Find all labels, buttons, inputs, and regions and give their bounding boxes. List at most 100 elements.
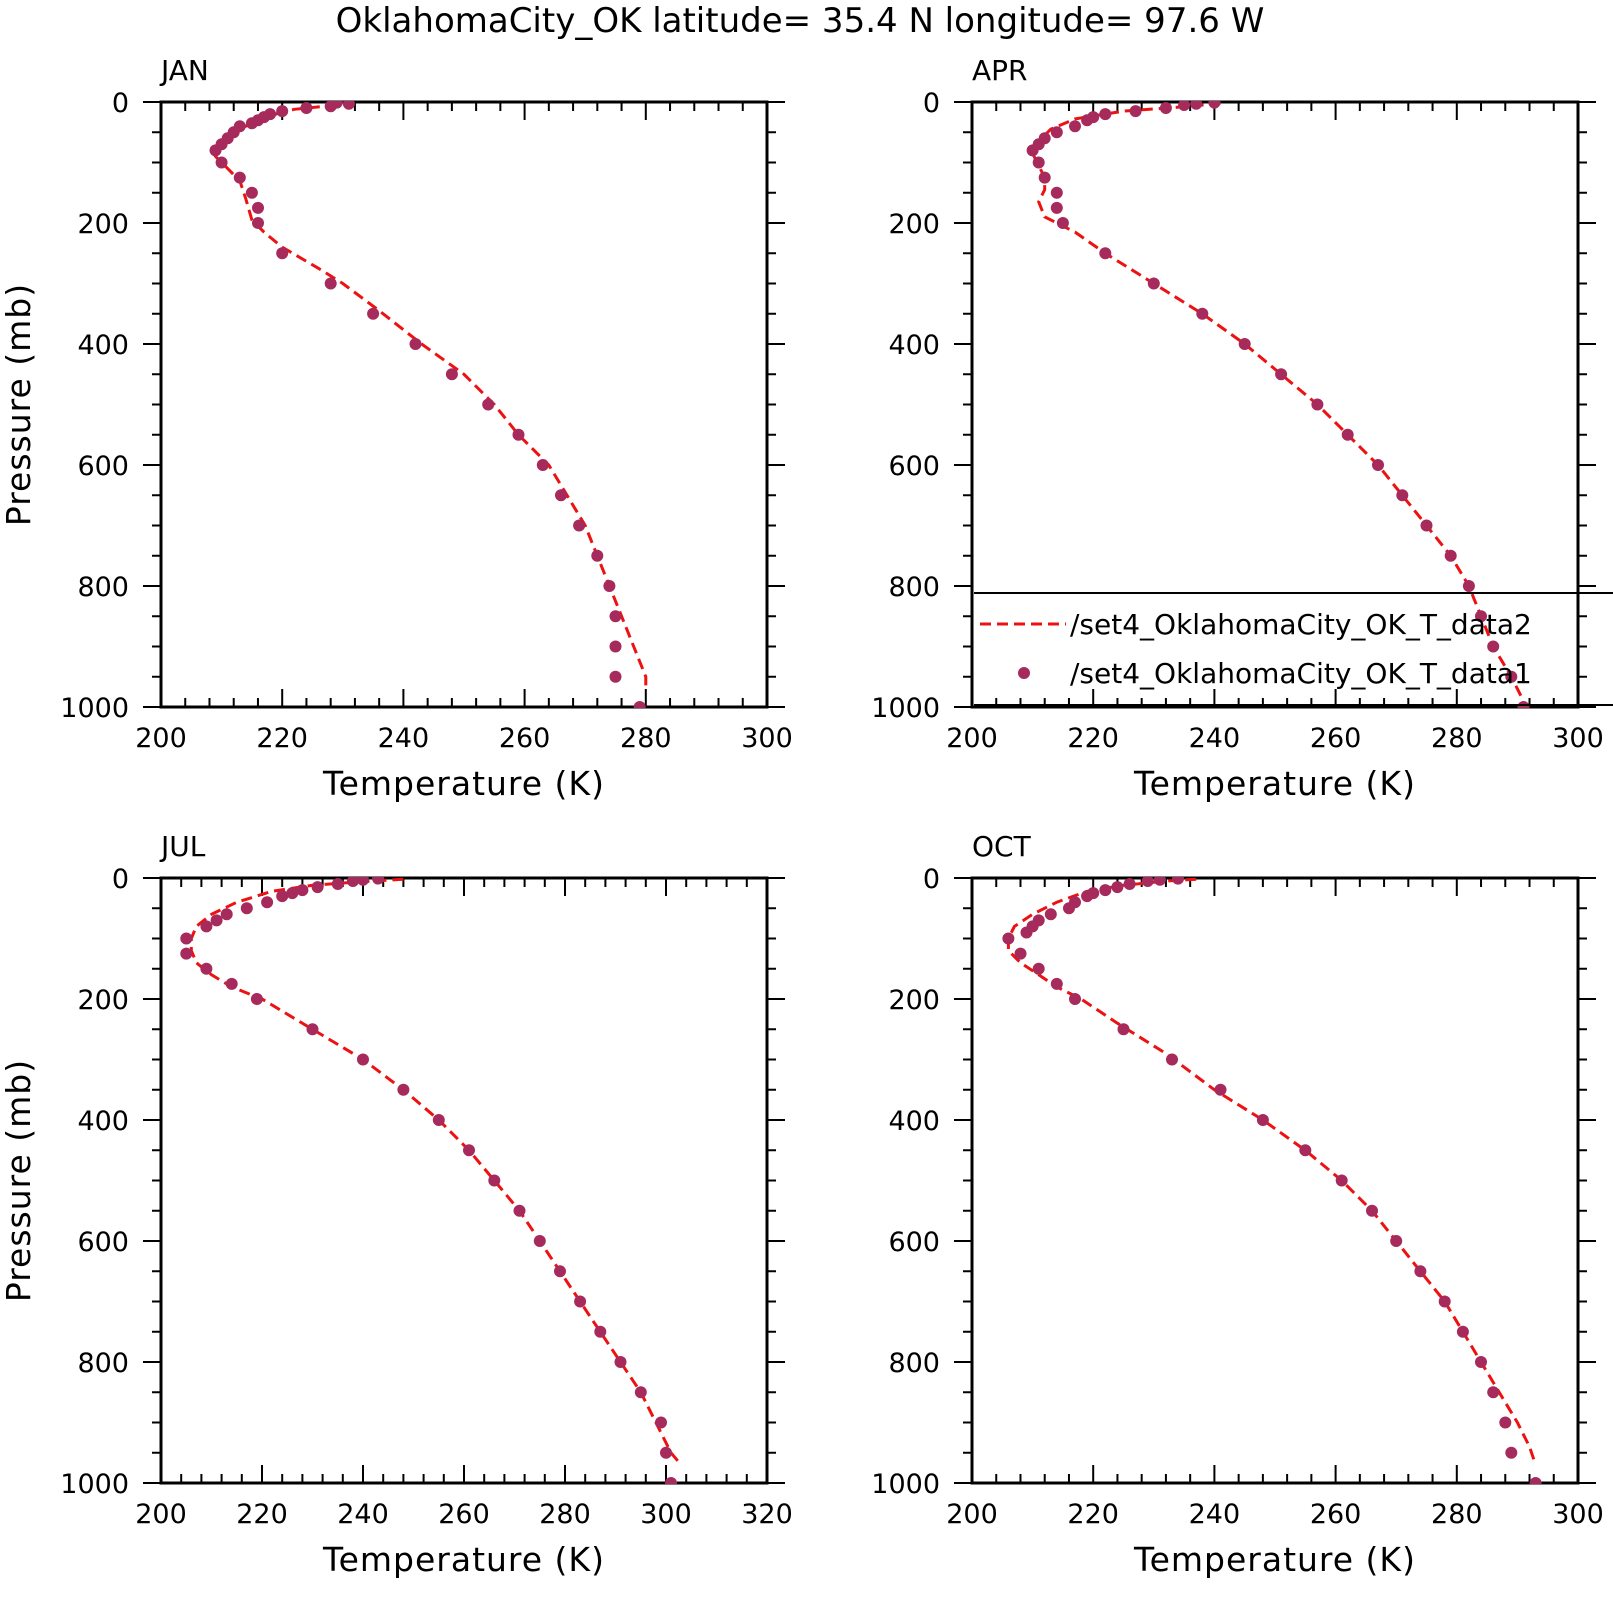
y-tick-label: 600 [888,451,940,482]
obs-point [200,962,213,975]
y-tick-label: 400 [77,1106,129,1137]
obs-point [1026,144,1039,157]
obs-point [1050,201,1063,214]
y-axis-label: Pressure (mb) [0,1059,38,1302]
panel-label: APR [972,54,1028,87]
panels: 200 220 240 260 280 300 0 200 400 600 800 1000 JAN Te… [0,54,1613,1579]
obs-point [1208,101,1221,109]
x-tick-label: 280 [1431,1499,1483,1530]
obs-point [276,105,289,118]
obs-point [603,580,616,592]
y-tick-label: 1000 [871,1469,940,1500]
y-tick-label: 400 [888,330,940,361]
obs-point [1159,102,1172,114]
figure-title: OklahomaCity_OK latitude= 35.4 N longitu… [336,1,1265,41]
obs-point [331,878,344,890]
obs-point [209,144,222,157]
obs-point [533,1235,546,1247]
x-tick-label: 260 [1310,723,1362,754]
obs-point [1178,101,1191,111]
panel-label: JAN [159,54,209,87]
obs-point [1081,890,1094,903]
obs-point [1117,1023,1130,1036]
plot-frame [159,876,769,1485]
obs-point [200,920,213,933]
obs-point [300,102,313,114]
y-tick-label: 800 [888,1348,940,1379]
obs-point [1050,977,1063,990]
obs-point [1256,1114,1269,1126]
obs-point [342,101,355,110]
legend-marker-sample [1018,667,1030,679]
obs-point [1056,217,1069,229]
obs-point [432,1114,445,1126]
x-tick-label: 220 [256,723,308,754]
x-tick-label: 200 [946,1499,998,1530]
obs-point [594,1325,607,1338]
obs-point [1032,156,1045,169]
obs-point [346,877,359,887]
model-profile-line [189,877,683,1466]
x-axis-label: Temperature (K) [322,764,605,803]
obs-point [210,914,223,927]
obs-point [1341,428,1354,441]
obs-point [609,640,622,653]
obs-point [261,896,274,909]
obs-point [1063,902,1075,915]
obs-point [245,117,258,130]
x-tick-label: 320 [741,1499,793,1530]
x-tick-label: 280 [539,1499,591,1530]
obs-point [591,549,604,562]
obs-point [1487,1386,1500,1399]
obs-point [1505,670,1518,683]
obs-point [220,908,233,921]
panel-oct: 200 220 240 260 280 300 0 200 400 600 800 1000 OCT Te… [871,830,1603,1579]
obs-point [296,884,309,897]
x-tick-label: 200 [946,723,998,754]
obs-point [1166,1053,1178,1066]
obs-point [1505,1446,1518,1459]
x-axis-label: Temperature (K) [1133,764,1416,803]
obs-point [1390,1235,1403,1247]
obs-point [306,1023,319,1036]
y-tick-label: 0 [923,88,940,119]
y-tick-label: 600 [77,1227,129,1258]
obs-point [614,1356,627,1368]
plot-frame [970,876,1580,1485]
obs-point [286,887,299,900]
x-tick-label: 260 [1310,1499,1362,1530]
obs-point [311,881,324,894]
obs-point [215,156,228,169]
obs-point [512,428,525,441]
obs-point [463,1144,475,1157]
y-tick-label: 200 [888,209,940,240]
x-tick-label: 200 [135,1499,187,1530]
y-tick-label: 0 [112,864,129,895]
obs-point [252,201,264,214]
obs-point [367,307,380,320]
y-tick-label: 800 [77,572,129,603]
obs-point [324,277,337,290]
y-tick-label: 1000 [871,693,940,724]
obs-point [554,1265,566,1278]
obs-point [633,701,646,708]
obs-point [1366,1204,1378,1217]
obs-point [1487,640,1500,653]
obs-point [1020,926,1033,939]
obs-point [536,459,549,471]
obs-point [240,902,253,915]
x-tick-label: 240 [1189,723,1241,754]
y-tick-label: 600 [77,451,129,482]
obs-point [609,610,622,623]
panel-apr: 200 220 240 260 280 300 0 200 400 600 800 1000 APR Te… [871,54,1603,803]
obs-point [655,1416,667,1429]
y-tick-label: 0 [112,88,129,119]
obs-point [1081,114,1094,127]
obs-point [665,1477,677,1484]
obs-point [250,993,263,1005]
obs-point [609,670,622,683]
obs-point [1438,1295,1451,1308]
legend-entry-label: /set4_OklahomaCity_OK_T_data1 [1070,657,1532,690]
legend: /set4_OklahomaCity_OK_T_data2/set4_Oklah… [974,592,1613,706]
obs-point [482,398,495,411]
